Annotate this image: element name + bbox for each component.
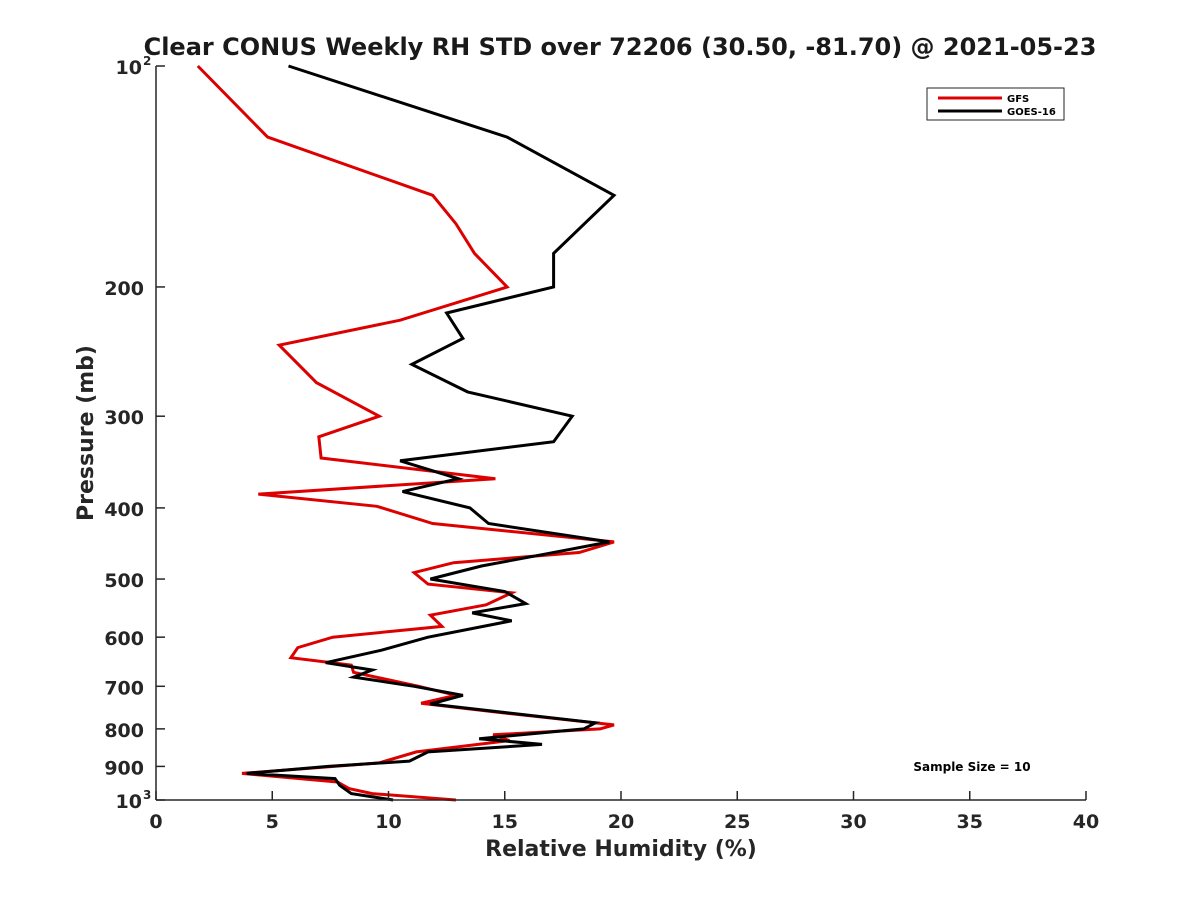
x-tick-label: 35 <box>957 811 983 833</box>
y-tick-label: 700 <box>104 677 144 699</box>
legend-label-0: GFS <box>1007 94 1029 105</box>
y-tick-label: 300 <box>104 407 144 429</box>
x-tick-label: 10 <box>375 811 401 833</box>
y-tick-label: 400 <box>104 499 144 521</box>
x-tick-label: 5 <box>266 811 279 833</box>
legend: GFS GOES-16 <box>926 87 1065 121</box>
x-tick-label: 25 <box>724 811 750 833</box>
plot-area <box>156 66 1086 800</box>
x-tick-label: 30 <box>840 811 866 833</box>
legend-items: GFS GOES-16 <box>938 94 1056 118</box>
x-axis-label: Relative Humidity (%) <box>485 837 757 862</box>
y-tick-exponent: 2 <box>143 54 151 68</box>
legend-box <box>926 87 1065 121</box>
y-tick-label: 500 <box>104 570 144 592</box>
series-line-0 <box>196 64 615 802</box>
y-axis-label: Pressure (mb) <box>74 345 99 521</box>
y-tick-label: 10 <box>116 57 142 79</box>
legend-label-1: GOES-16 <box>1007 107 1056 118</box>
series-line-1 <box>246 64 617 802</box>
sample-size-annotation: Sample Size = 10 <box>913 760 1030 774</box>
x-tick-label: 15 <box>492 811 518 833</box>
chart-title: Clear CONUS Weekly RH STD over 72206 (30… <box>144 33 1097 61</box>
x-tick-label: 20 <box>608 811 634 833</box>
x-axis-ticks: 0 5 10 15 20 25 30 35 40 <box>149 791 1099 833</box>
y-tick-label: 800 <box>104 720 144 742</box>
y-tick-exponent: 3 <box>143 788 151 802</box>
y-tick-label: 600 <box>104 628 144 650</box>
x-tick-label: 40 <box>1073 811 1099 833</box>
y-tick-label: 900 <box>104 757 144 779</box>
y-tick-label: 10 <box>116 791 142 813</box>
series-layer <box>196 64 617 802</box>
y-tick-label: 200 <box>104 278 144 300</box>
x-tick-label: 0 <box>149 811 162 833</box>
